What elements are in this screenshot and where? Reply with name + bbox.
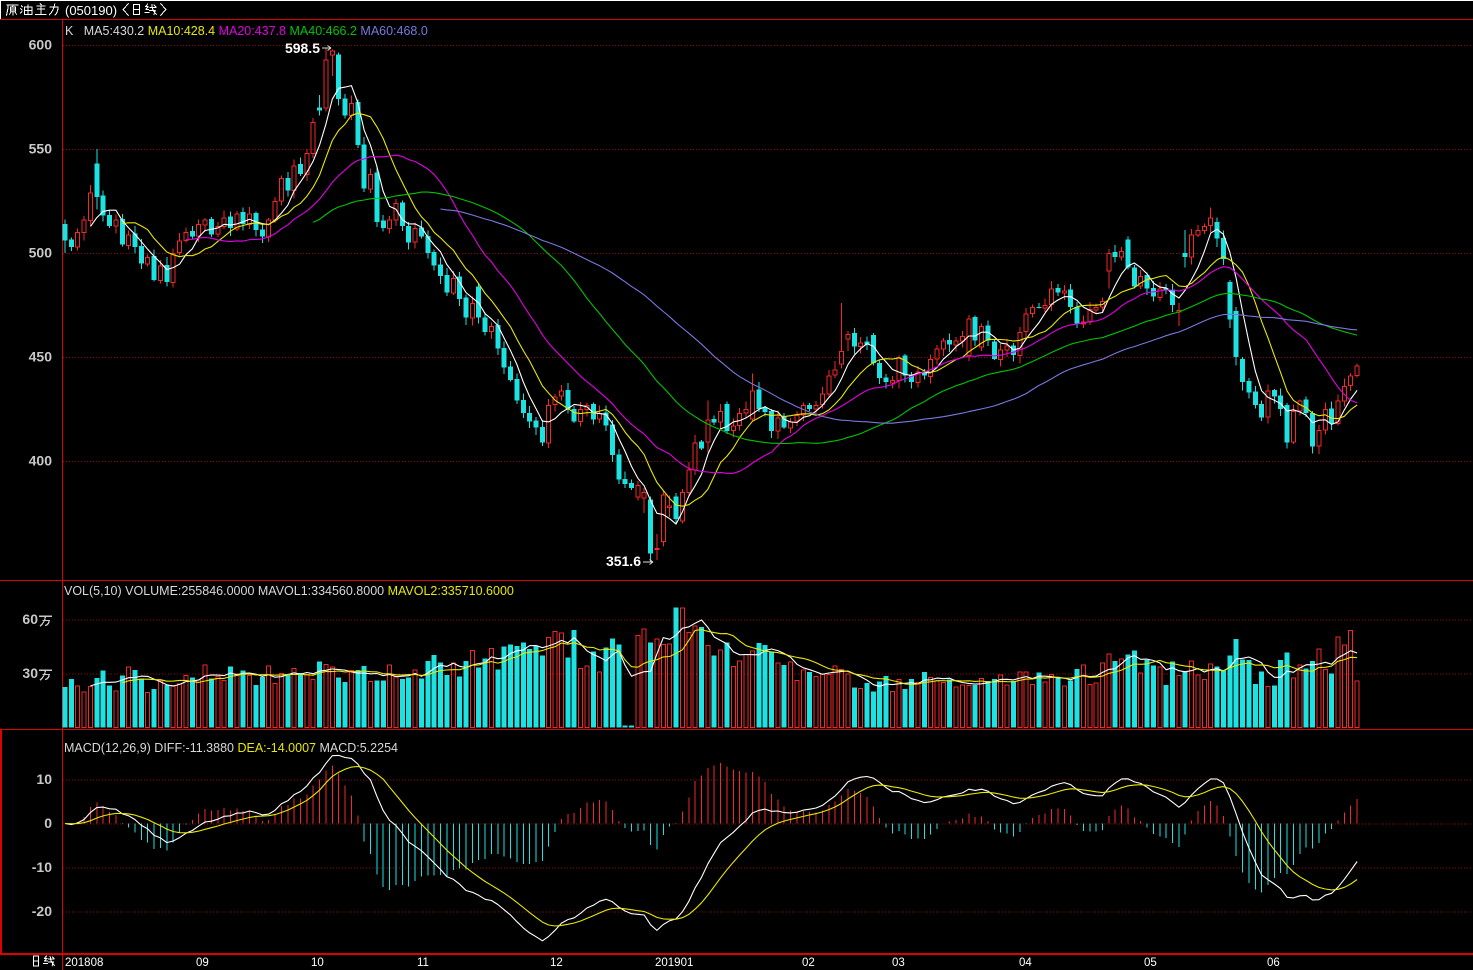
svg-text:09: 09: [196, 957, 209, 969]
svg-text:500: 500: [29, 245, 53, 261]
svg-text:-20: -20: [32, 903, 52, 919]
svg-text:598.5: 598.5: [285, 40, 320, 56]
svg-text:30: 30: [22, 665, 38, 681]
svg-text:MACD(12,26,9) DIFF:-11.3880 DE: MACD(12,26,9) DIFF:-11.3880 DEA:-14.0007…: [64, 741, 398, 755]
svg-text:351.6: 351.6: [606, 553, 641, 569]
svg-text:450: 450: [29, 349, 53, 365]
svg-text:60: 60: [22, 611, 38, 627]
svg-text:201808: 201808: [65, 957, 103, 969]
svg-text:10: 10: [36, 771, 52, 787]
svg-text:04: 04: [1019, 957, 1032, 969]
svg-text:VOL(5,10) VOLUME:255846.0000 M: VOL(5,10) VOLUME:255846.0000 MAVOL1:3345…: [64, 584, 514, 598]
svg-text:11: 11: [417, 957, 429, 969]
svg-text:0: 0: [44, 815, 52, 831]
svg-text:K MA5:430.2 MA10:428.4 MA20:: K MA5:430.2 MA10:428.4 MA20:437.8 MA40:4…: [65, 24, 428, 38]
svg-text:12: 12: [550, 957, 563, 969]
svg-text:600: 600: [29, 37, 53, 53]
svg-text:02: 02: [802, 957, 815, 969]
svg-text:10: 10: [311, 957, 324, 969]
svg-text:(050190): (050190): [65, 3, 117, 18]
svg-text:400: 400: [29, 453, 53, 469]
svg-text:-10: -10: [32, 859, 52, 875]
svg-text:03: 03: [892, 957, 905, 969]
svg-text:06: 06: [1267, 957, 1280, 969]
svg-text:201901: 201901: [655, 957, 693, 969]
svg-text:550: 550: [29, 141, 53, 157]
svg-text:05: 05: [1144, 957, 1157, 969]
